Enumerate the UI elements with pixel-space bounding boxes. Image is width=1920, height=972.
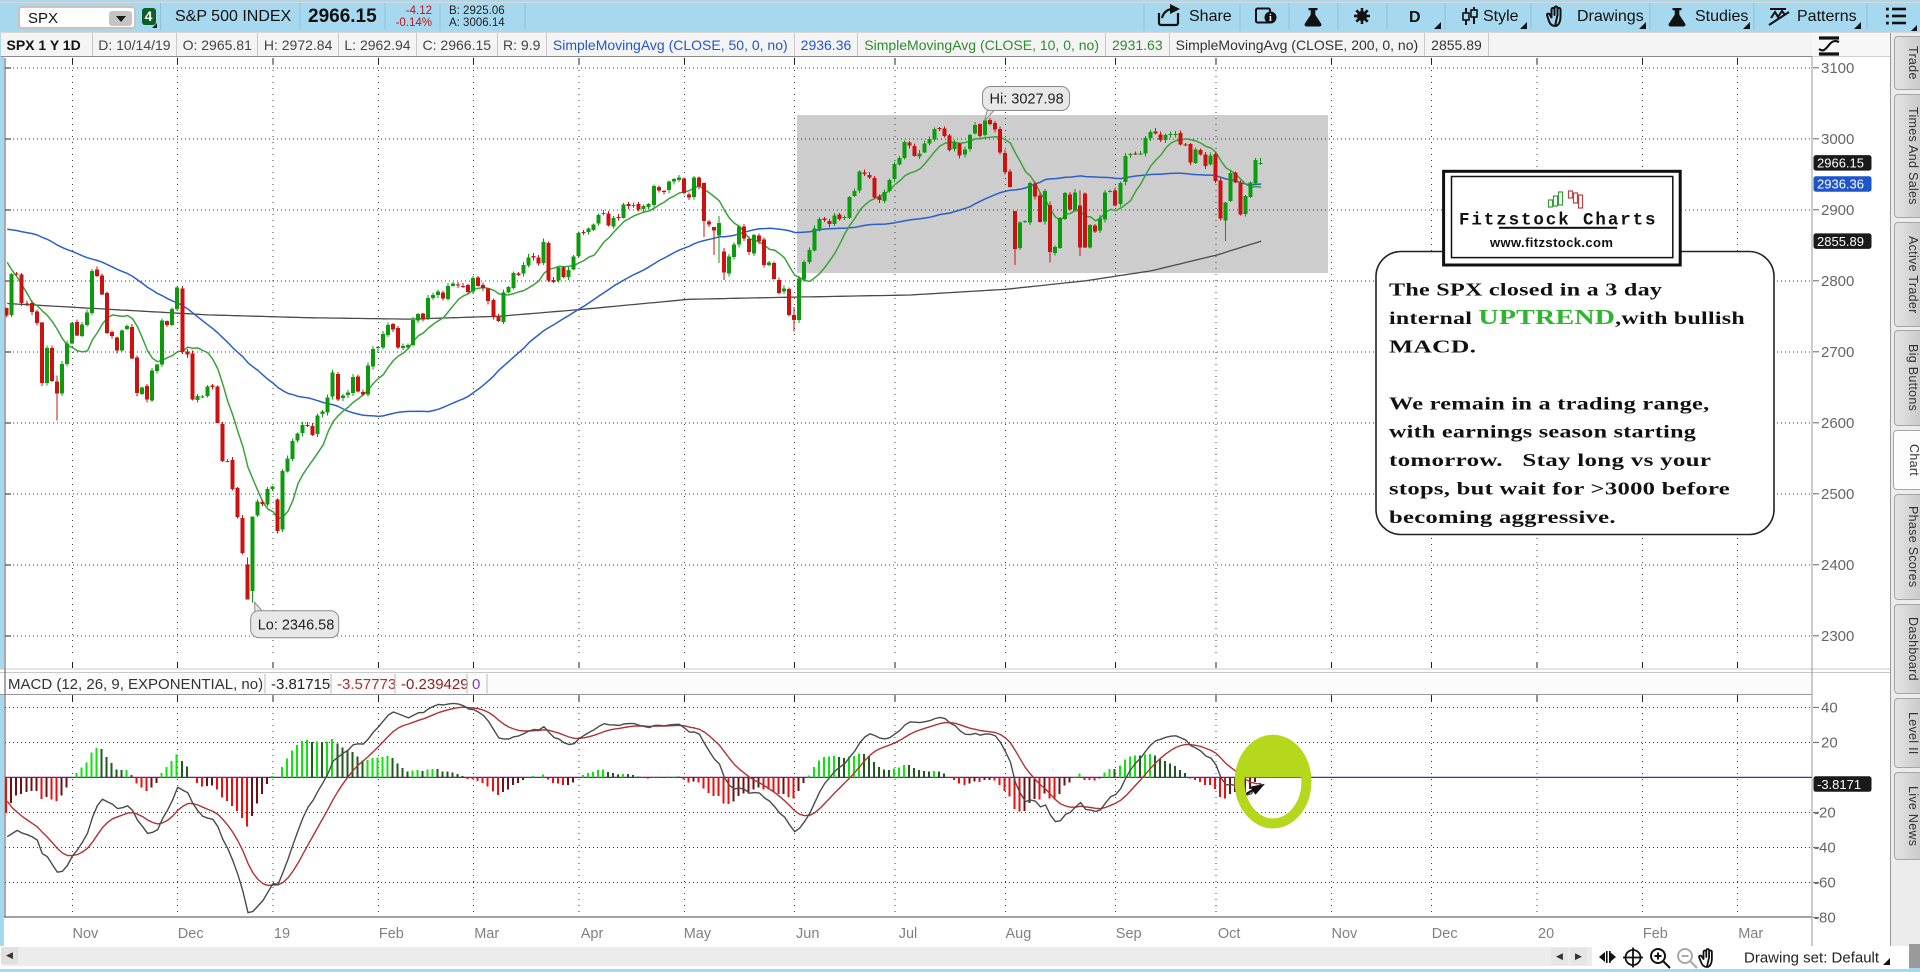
svg-text:Mar: Mar [1738,926,1763,942]
svg-text:0: 0 [472,676,480,693]
svg-text:Feb: Feb [379,926,404,942]
svg-text:Hi: 3027.98: Hi: 3027.98 [990,92,1064,108]
svg-text:May: May [684,926,712,942]
svg-text:2966.15: 2966.15 [1817,156,1864,171]
svg-text:Jun: Jun [796,926,819,942]
svg-text:2936.36: 2936.36 [1817,177,1864,192]
svg-text:tomorrow. Stay long vs your: tomorrow. Stay long vs your [1389,450,1711,470]
svg-text:-20: -20 [1814,804,1836,821]
svg-text:Mar: Mar [474,926,499,942]
svg-text:2400: 2400 [1821,557,1854,574]
svg-text:The SPX closed in a 3 day: The SPX closed in a 3 day [1389,280,1662,300]
svg-text:2600: 2600 [1821,415,1854,432]
svg-text:i: i [1269,13,1272,24]
svg-text:2800: 2800 [1821,273,1854,290]
svg-text:Jul: Jul [899,926,918,942]
svg-text:Drawing set: Default: Drawing set: Default [1744,950,1880,967]
svg-text:20: 20 [1538,926,1554,942]
svg-text:-3.57773: -3.57773 [337,676,396,693]
svg-text:Aug: Aug [1005,926,1031,942]
svg-text:MACD (12, 26, 9, EXPONENTIAL,: MACD (12, 26, 9, EXPONENTIAL, no) [8,676,263,693]
svg-text:Fitzstock Charts: Fitzstock Charts [1459,211,1657,231]
svg-text:stops, but wait for >3000 befo: stops, but wait for >3000 before [1389,479,1730,499]
svg-text:-3.8171: -3.8171 [1817,777,1861,792]
svg-text:-60: -60 [1814,874,1836,891]
svg-text:-3.81715: -3.81715 [271,676,330,693]
svg-text:19: 19 [274,926,290,942]
svg-text:Dec: Dec [1432,926,1458,942]
svg-text:Oct: Oct [1218,926,1241,942]
svg-text:2300: 2300 [1821,628,1854,645]
svg-text:with earnings season starting: with earnings season starting [1389,422,1696,442]
svg-text:Dec: Dec [178,926,204,942]
svg-text:Nov: Nov [73,926,100,942]
svg-text:-0.239429: -0.239429 [401,676,469,693]
svg-text:-40: -40 [1814,839,1836,856]
svg-text:2855.89: 2855.89 [1817,234,1864,249]
svg-text:Sep: Sep [1116,926,1142,942]
svg-text:3100: 3100 [1821,60,1854,77]
svg-text:We remain in a trading range,: We remain in a trading range, [1389,393,1709,413]
svg-text:2700: 2700 [1821,344,1854,361]
svg-text:Lo: 2346.58: Lo: 2346.58 [258,618,335,634]
svg-text:D: D [1409,9,1421,26]
svg-text:MACD.: MACD. [1389,336,1476,356]
svg-text:Nov: Nov [1332,926,1359,942]
svg-text:Feb: Feb [1643,926,1668,942]
svg-text:2900: 2900 [1821,202,1854,219]
svg-text:www.fitzstock.com: www.fitzstock.com [1489,235,1613,250]
svg-text:becoming aggressive.: becoming aggressive. [1389,507,1616,527]
svg-text:Apr: Apr [581,926,604,942]
svg-text:2500: 2500 [1821,486,1854,503]
svg-text:40: 40 [1821,699,1838,716]
svg-text:-80: -80 [1814,909,1836,926]
svg-text:internal UPTREND,with bullish: internal UPTREND,with bullish [1389,306,1745,329]
svg-text:20: 20 [1821,734,1838,751]
svg-text:3000: 3000 [1821,131,1854,148]
